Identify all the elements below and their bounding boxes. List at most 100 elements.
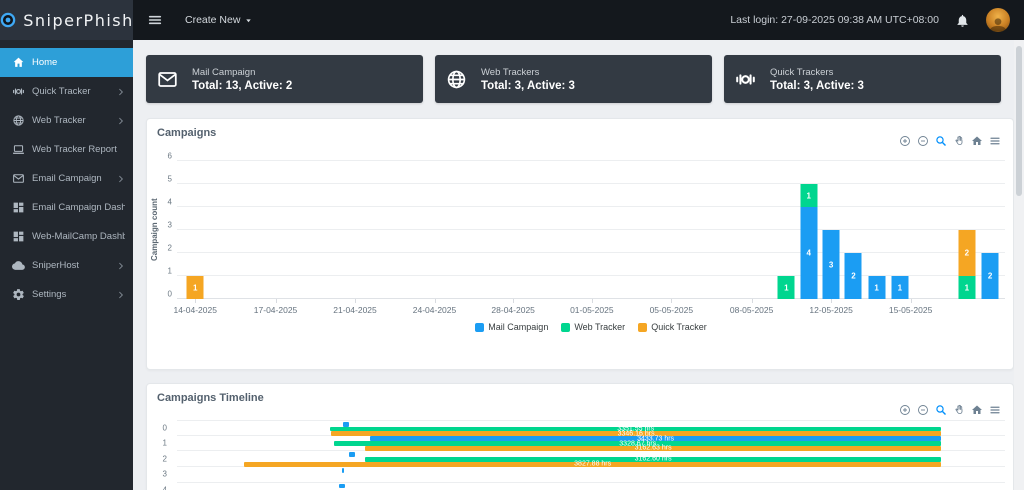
sidebar-item-settings[interactable]: Settings: [0, 280, 133, 309]
bar-segment[interactable]: 1: [868, 276, 886, 299]
stat-card-quick-trackers[interactable]: Quick Trackers Total: 3, Active: 3: [724, 55, 1001, 103]
chevron-right-icon: [117, 117, 125, 125]
timeline-bar-mail-campaign[interactable]: [339, 483, 346, 489]
bar-segment[interactable]: 1: [800, 184, 818, 207]
envelope-icon: [158, 71, 177, 87]
zoom-out-icon[interactable]: [917, 135, 929, 147]
bar-segment[interactable]: 4: [800, 207, 818, 299]
timeline-row-label: 3: [162, 469, 167, 479]
quick-tracker-icon: [736, 73, 755, 86]
bar-18-05-2025[interactable]: 2: [981, 253, 999, 299]
dashboard-icon: [12, 230, 25, 243]
pan-icon[interactable]: [953, 404, 965, 416]
bar-value-label: 2: [851, 271, 856, 281]
timeline-bar-quick-tracker[interactable]: 3162.63 hrs: [364, 445, 942, 452]
bar-segment[interactable]: 1: [891, 276, 909, 299]
bell-icon[interactable]: [955, 13, 970, 28]
stat-card-title: Mail Campaign: [192, 66, 256, 78]
pan-icon[interactable]: [953, 135, 965, 147]
legend-item-web-tracker[interactable]: Web Tracker: [561, 322, 625, 332]
timeline-bar-mail-campaign[interactable]: [343, 421, 350, 427]
zoom-in-icon[interactable]: [899, 404, 911, 416]
x-tick-mark: [671, 299, 673, 303]
bar-14-04-2025[interactable]: 1: [186, 276, 204, 299]
sidebar-item-quick-tracker[interactable]: Quick Tracker: [0, 77, 133, 106]
gridline: [177, 206, 1005, 207]
stat-card-mail-campaign[interactable]: Mail Campaign Total: 13, Active: 2: [146, 55, 423, 103]
bar-segment[interactable]: 1: [958, 276, 976, 299]
bar-segment[interactable]: 1: [186, 276, 204, 299]
x-axis-line: [177, 298, 1005, 299]
scrollbar-thumb[interactable]: [1016, 46, 1022, 196]
zoom-in-icon[interactable]: [899, 135, 911, 147]
timeline-row-label: 2: [162, 454, 167, 464]
sidebar-item-home[interactable]: Home: [0, 48, 133, 77]
timeline-bar-web-tracker[interactable]: 3328.67 hrs: [334, 440, 942, 447]
y-axis-label: Campaign count: [150, 198, 159, 262]
bar-12-05-2025[interactable]: 3: [822, 230, 840, 299]
bar-10-05-2025[interactable]: 1: [777, 276, 795, 299]
legend-label: Quick Tracker: [651, 322, 707, 332]
selection-zoom-icon[interactable]: [935, 135, 947, 147]
y-tick-label: 0: [167, 289, 172, 299]
bar-15-05-2025[interactable]: 1: [891, 276, 909, 299]
sidebar-item-web-tracker[interactable]: Web Tracker: [0, 106, 133, 135]
quick-tracker-icon: [12, 85, 25, 98]
stat-card-row: Mail Campaign Total: 13, Active: 2 Web Tra…: [146, 55, 1001, 103]
timeline-bar-quick-tracker[interactable]: 3346.16 hrs: [331, 430, 942, 438]
sidebar-item-web-tracker-report[interactable]: Web Tracker Report: [0, 135, 133, 164]
x-tick-mark: [434, 299, 436, 303]
top-header: SniperPhish Create New Last login: 27-09…: [0, 0, 1024, 40]
timeline-chart-card: Campaigns Timeline 0 3351.55 hrs 3346.16 h…: [146, 383, 1014, 490]
sidebar-item-label: Email Campaign: [32, 173, 102, 184]
home-icon[interactable]: [971, 135, 983, 147]
stat-card-web-trackers[interactable]: Web Trackers Total: 3, Active: 3: [435, 55, 712, 103]
x-tick-mark: [831, 299, 833, 303]
legend-item-quick-tracker[interactable]: Quick Tracker: [638, 322, 707, 332]
timeline-bar-web-tracker[interactable]: 3351.55 hrs: [330, 425, 942, 433]
bar-segment[interactable]: 2: [958, 230, 976, 276]
timeline-bar-mail-campaign[interactable]: 3433.73 hrs: [369, 435, 942, 442]
timeline-bar-label: 3346.16 hrs: [617, 430, 655, 438]
sidebar: Home Quick Tracker Web Tracker Web Tracker …: [0, 40, 133, 490]
timeline-bar-mail-campaign[interactable]: [349, 452, 355, 457]
bar-segment[interactable]: 3: [822, 230, 840, 299]
x-axis-labels: 14-04-2025 17-04-2025 21-04-2025 24-04-2025…: [173, 305, 1005, 316]
timeline-bar-label: 3351.55 hrs: [617, 425, 655, 433]
selection-zoom-icon[interactable]: [935, 404, 947, 416]
timeline-row-4: 4: [163, 483, 1005, 490]
globe-icon: [447, 70, 466, 88]
timeline-plot-area[interactable]: 0 3351.55 hrs 3346.16 hrs 1 3433.73 hrs 3328.…: [163, 420, 1005, 490]
home-icon[interactable]: [971, 404, 983, 416]
sidebar-item-sniperhost[interactable]: SniperHost: [0, 251, 133, 280]
menu-icon[interactable]: [989, 404, 1001, 416]
sidebar-item-email-campaign-dashboard[interactable]: Email Campaign Dashboard: [0, 193, 133, 222]
create-new-menu[interactable]: Create New: [185, 14, 253, 26]
timeline-bar-web-tracker[interactable]: 3162.60 hrs: [364, 456, 942, 463]
bar-segment[interactable]: 2: [981, 253, 999, 299]
sidebar-item-web-mailcamp-dashboard[interactable]: Web-MailCamp Dashboard: [0, 222, 133, 251]
bar-segment[interactable]: 1: [777, 276, 795, 299]
x-tick-mark: [275, 299, 277, 303]
legend-item-mail-campaign[interactable]: Mail Campaign: [475, 322, 548, 332]
bar-13-05-2025[interactable]: 2: [844, 253, 862, 299]
app-logo[interactable]: SniperPhish: [0, 0, 133, 40]
zoom-out-icon[interactable]: [917, 404, 929, 416]
timeline-bar-quick-tracker[interactable]: 3827.88 hrs: [244, 461, 942, 468]
legend-swatch: [638, 322, 648, 332]
menu-icon[interactable]: [989, 135, 1001, 147]
avatar[interactable]: [986, 8, 1010, 32]
bar-segment[interactable]: 2: [844, 253, 862, 299]
hamburger-icon[interactable]: [147, 12, 163, 28]
bar-14-05-2025[interactable]: 1: [868, 276, 886, 299]
timeline-bar-mail-campaign[interactable]: [341, 467, 345, 473]
gridline: [177, 160, 1005, 161]
sidebar-item-email-campaign[interactable]: Email Campaign: [0, 164, 133, 193]
stat-card-summary: Total: 3, Active: 3: [770, 79, 864, 92]
vertical-scrollbar[interactable]: [1014, 40, 1024, 490]
envelope-icon: [12, 172, 25, 185]
